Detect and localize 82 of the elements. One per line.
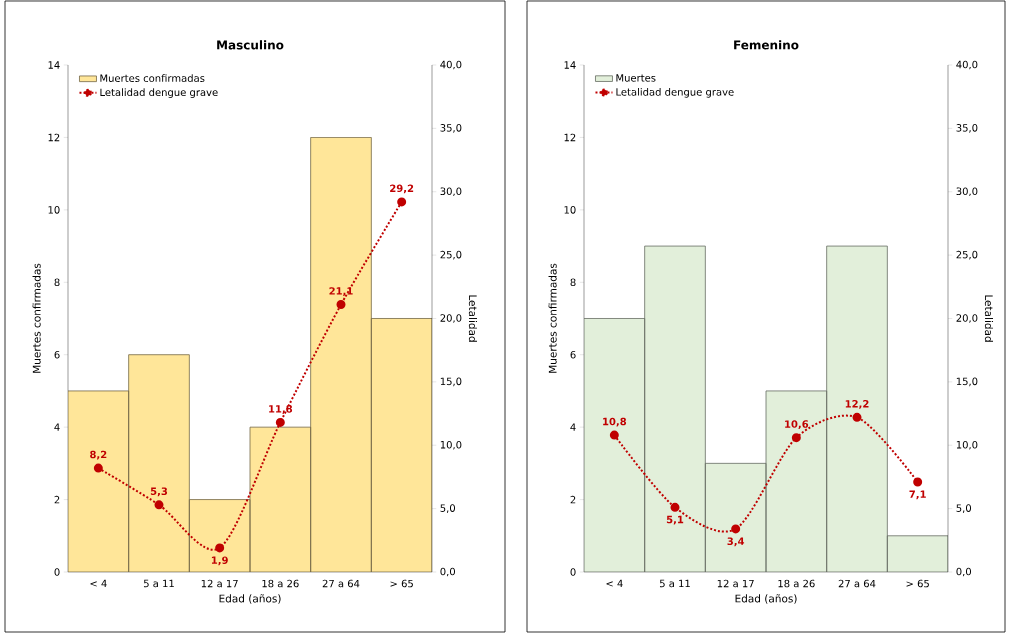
y-tick-label: 10	[564, 206, 576, 214]
data-label: 10,6	[785, 420, 809, 430]
y-tick-label: 2	[54, 495, 60, 504]
x-tick-label: 27 a 64	[322, 579, 360, 588]
data-label: 21,1	[329, 287, 353, 297]
x-tick-label: 5 a 11	[143, 579, 174, 588]
data-label: 8,2	[90, 450, 107, 460]
legend-label: Muertes confirmadas	[100, 74, 205, 82]
y2-tick-label: 10,0	[956, 440, 978, 450]
y2-tick-label: 35,0	[440, 124, 462, 133]
y2-tick-label: 35,0	[956, 124, 978, 133]
x-tick-label: 18 a 26	[778, 579, 815, 588]
data-label: 7,1	[909, 490, 926, 500]
x-tick-label: 18 a 26	[262, 579, 299, 588]
data-label: 29,2	[390, 184, 414, 194]
point	[397, 197, 407, 207]
y2-tick-label: 0,0	[440, 567, 456, 577]
y2-axis-title: Letalidad	[984, 295, 994, 342]
x-tick-label: 12 a 17	[717, 579, 754, 588]
data-label: 5,1	[666, 515, 684, 525]
point	[791, 433, 801, 443]
point	[275, 417, 285, 427]
chart-title: Masculino	[217, 40, 284, 50]
y-tick-label: 0	[54, 568, 60, 576]
y2-tick-label: 30,0	[956, 187, 978, 197]
point	[852, 412, 862, 422]
y-tick-label: 12	[48, 133, 60, 142]
point	[93, 463, 103, 473]
y2-tick-label: 25,0	[440, 250, 462, 260]
x-tick-label: > 65	[906, 579, 929, 588]
y2-tick-label: 25,0	[956, 250, 978, 260]
y2-tick-label: 0,0	[956, 567, 972, 577]
point	[609, 430, 619, 440]
y-axis-title: Muertes confirmadas	[548, 263, 557, 373]
y2-tick-label: 10,0	[440, 440, 462, 450]
point	[731, 524, 741, 534]
y2-tick-label: 40,0	[440, 60, 462, 70]
y-tick-label: 2	[570, 495, 576, 504]
y2-tick-label: 40,0	[956, 60, 978, 70]
x-tick-label: > 65	[390, 579, 413, 588]
y-tick-label: 8	[570, 278, 576, 287]
x-tick-label: < 4	[606, 579, 623, 588]
y-tick-label: 12	[564, 133, 576, 142]
y2-tick-label: 20,0	[956, 314, 978, 323]
y2-tick-label: 5,0	[956, 504, 972, 513]
x-tick-label: 27 a 64	[838, 579, 876, 588]
legend-label: Muertes	[616, 74, 656, 82]
data-label: 1,9	[211, 556, 228, 566]
x-axis-title: Edad (años)	[219, 594, 281, 604]
x-tick-label: < 4	[90, 579, 107, 588]
y-tick-label: 0	[570, 568, 576, 576]
y-tick-label: 4	[54, 423, 60, 431]
x-axis-title: Edad (años)	[735, 594, 797, 604]
y-tick-label: 10	[48, 206, 60, 214]
y-tick-label: 4	[570, 423, 576, 431]
x-tick-label: 12 a 17	[201, 579, 238, 588]
data-label: 10,8	[603, 417, 627, 427]
y2-tick-label: 15,0	[440, 377, 462, 387]
x-tick-label: 5 a 11	[659, 579, 690, 588]
point	[154, 500, 164, 510]
data-label: 3,4	[727, 537, 745, 547]
y2-axis-title: Letalidad	[468, 295, 478, 342]
y-tick-label: 8	[54, 278, 60, 287]
point	[336, 300, 346, 310]
data-label: 12,2	[845, 400, 869, 409]
y-tick-label: 6	[570, 350, 576, 359]
y2-tick-label: 20,0	[440, 314, 462, 323]
point	[670, 502, 680, 512]
y2-tick-label: 5,0	[440, 504, 456, 513]
data-label: 11,8	[269, 405, 293, 414]
y-axis-title: Muertes confirmadas	[32, 263, 41, 373]
legend-label: Letalidad dengue grave	[616, 88, 734, 98]
point	[215, 543, 225, 553]
data-label: 5,3	[150, 487, 168, 497]
y-tick-label: 14	[564, 61, 576, 69]
point	[913, 477, 923, 487]
y2-tick-label: 15,0	[956, 377, 978, 387]
y2-tick-label: 30,0	[440, 187, 462, 197]
y-tick-label: 6	[54, 350, 60, 359]
chart-title: Femenino	[734, 40, 799, 50]
legend-label: Letalidad dengue grave	[100, 88, 218, 98]
y-tick-label: 14	[48, 61, 60, 69]
